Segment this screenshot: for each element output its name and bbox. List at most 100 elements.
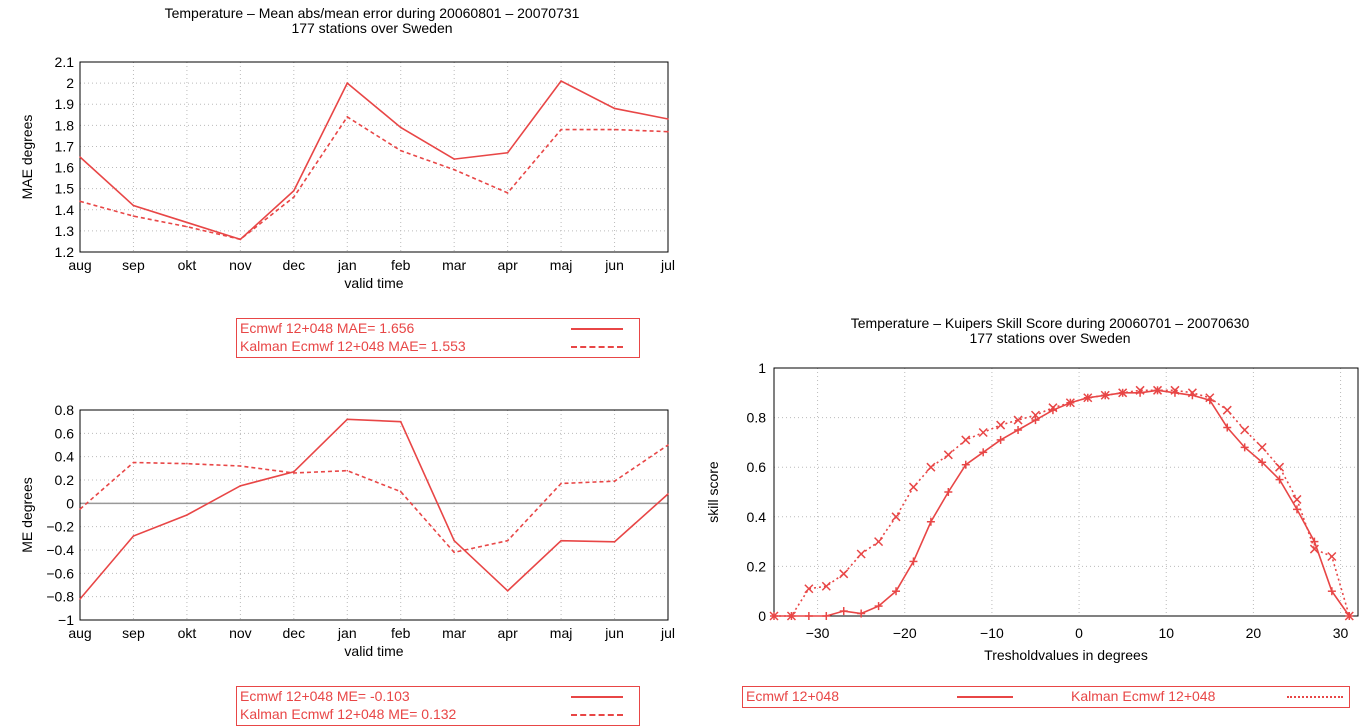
kss-xtick-label: 20 (1246, 625, 1262, 641)
kss-series-1-point (1013, 415, 1023, 425)
me-series-0-point (453, 539, 455, 542)
kss-xtick-label: −20 (893, 625, 917, 641)
mae-xtick-label: dec (283, 257, 306, 273)
me-xlabel: valid time (344, 643, 403, 659)
kss-series-1-point (1083, 393, 1093, 403)
kss-series-0-point (857, 609, 866, 618)
kss-series-1-point (1118, 388, 1128, 398)
kss-xtick-label: 30 (1333, 625, 1349, 641)
kss-chart-title-line2: 177 stations over Sweden (969, 330, 1131, 346)
me-plot-frame (79, 409, 669, 621)
mae-series-1-point (613, 128, 616, 131)
mae-series-1-point (239, 238, 242, 241)
kss-series-1-point (926, 462, 936, 472)
kss-series-0-point (839, 607, 848, 616)
kss-series-0-point (1275, 475, 1284, 484)
kss-series-1-point (1187, 388, 1197, 398)
kss-series-1-point (821, 581, 831, 591)
mae-ytick-label: 2.1 (55, 54, 75, 70)
me-series-1-point (613, 480, 616, 482)
kss-series-0-point (874, 602, 883, 611)
kss-legend: Ecmwf 12+048 Kalman Ecmwf 12+048 (742, 686, 1350, 708)
kss-series-1-point (804, 584, 814, 594)
mae-series-0-point (506, 151, 509, 154)
mae-series-1-point (667, 130, 669, 133)
kss-series-0-point (1223, 423, 1232, 432)
kss-series-1-point (1240, 425, 1250, 435)
mae-series-1-point (399, 149, 402, 152)
me-xtick-label: aug (68, 625, 91, 641)
mae-series-1-point (346, 116, 349, 118)
kss-series-1-line (774, 389, 1351, 617)
mae-series-0-point (79, 156, 81, 158)
me-series-0-point (186, 514, 188, 516)
mae-ytick-label: 1.9 (55, 96, 75, 112)
me-legend-dashed-line (571, 714, 623, 716)
kss-series-1-point (856, 549, 866, 559)
mae-xtick-label: jan (337, 257, 357, 273)
kss-series-1-point (961, 435, 971, 445)
mae-chart-title-line2: 177 stations over Sweden (291, 20, 453, 36)
mae-series-0-point (186, 221, 188, 224)
kss-chart-title-line1: Temperature – Kuipers Skill Score during… (850, 315, 1250, 331)
mae-xtick-label: aug (68, 257, 91, 273)
me-ytick-label: −1 (58, 612, 74, 628)
mae-xtick-label: sep (122, 257, 145, 273)
kss-series-1-point (978, 427, 988, 438)
mae-ytick-label: 1.6 (55, 160, 75, 176)
me-legend-entry-kalman: Kalman Ecmwf 12+048 ME= 0.132 (240, 706, 457, 722)
kss-series-1-point (943, 450, 953, 460)
me-ytick-label: 0.6 (55, 425, 75, 441)
mae-series-1-point (453, 168, 455, 171)
mae-ytick-label: 1.5 (55, 181, 75, 197)
kss-series-1-point (1205, 393, 1215, 403)
mae-xtick-label: mar (442, 257, 466, 273)
kss-plot-frame (773, 367, 1359, 617)
kss-series-0-point (822, 612, 831, 620)
me-xtick-label: dec (283, 625, 306, 641)
mae-ytick-label: 1.8 (55, 117, 75, 133)
mae-xlabel: valid time (344, 275, 403, 291)
kss-legend-solid-line (957, 696, 1013, 698)
me-xtick-label: maj (550, 625, 573, 641)
kss-series-1-point (1065, 398, 1075, 408)
mae-ytick-label: 2 (66, 75, 74, 91)
kss-series-0-point (804, 612, 813, 620)
me-series-1-point (132, 461, 135, 464)
kss-series-1-point (1048, 403, 1058, 413)
kss-xlabel: Tresholdvalues in degrees (984, 647, 1148, 663)
me-series-1-point (293, 472, 295, 474)
mae-series-0-point (399, 126, 402, 129)
me-ytick-label: −0.4 (46, 542, 74, 558)
me-series-0-point (613, 541, 616, 543)
kss-series-1-point (769, 611, 779, 621)
me-series-1-point (239, 465, 242, 467)
kss-series-1-point (1170, 385, 1180, 395)
mae-ytick-label: 1.7 (55, 138, 75, 154)
me-ytick-label: −0.2 (46, 519, 74, 535)
mae-chart-title-line1: Temperature – Mean abs/mean error during… (164, 5, 580, 21)
kss-series-1-point (996, 420, 1006, 430)
mae-series-1-point (186, 225, 188, 228)
kss-xtick-label: 10 (1158, 625, 1174, 641)
mae-chart-title: Temperature – Mean abs/mean error during… (68, 6, 676, 36)
me-xtick-label: jun (604, 625, 624, 641)
mae-series-1-line (79, 115, 669, 241)
me-xtick-label: jul (660, 625, 675, 641)
kss-series-0-point (1014, 426, 1023, 434)
kss-series-1-point (1222, 405, 1232, 415)
kss-ytick-label: 0.2 (747, 558, 767, 574)
me-xtick-label: feb (391, 625, 411, 641)
kss-series-1-point (1100, 390, 1110, 400)
mae-series-0-point (132, 204, 135, 207)
me-xtick-label: jan (337, 625, 357, 641)
me-series-0-point (132, 535, 135, 537)
mae-series-0-point (560, 80, 562, 82)
kss-ytick-label: 0.6 (747, 459, 767, 475)
me-series-0-point (667, 493, 669, 495)
me-series-0-point (346, 418, 349, 421)
kss-chart-title: Temperature – Kuipers Skill Score during… (740, 316, 1360, 346)
kss-ytick-label: 0.4 (747, 509, 767, 525)
mae-xtick-label: apr (498, 257, 519, 273)
mae-xtick-label: nov (229, 257, 252, 273)
